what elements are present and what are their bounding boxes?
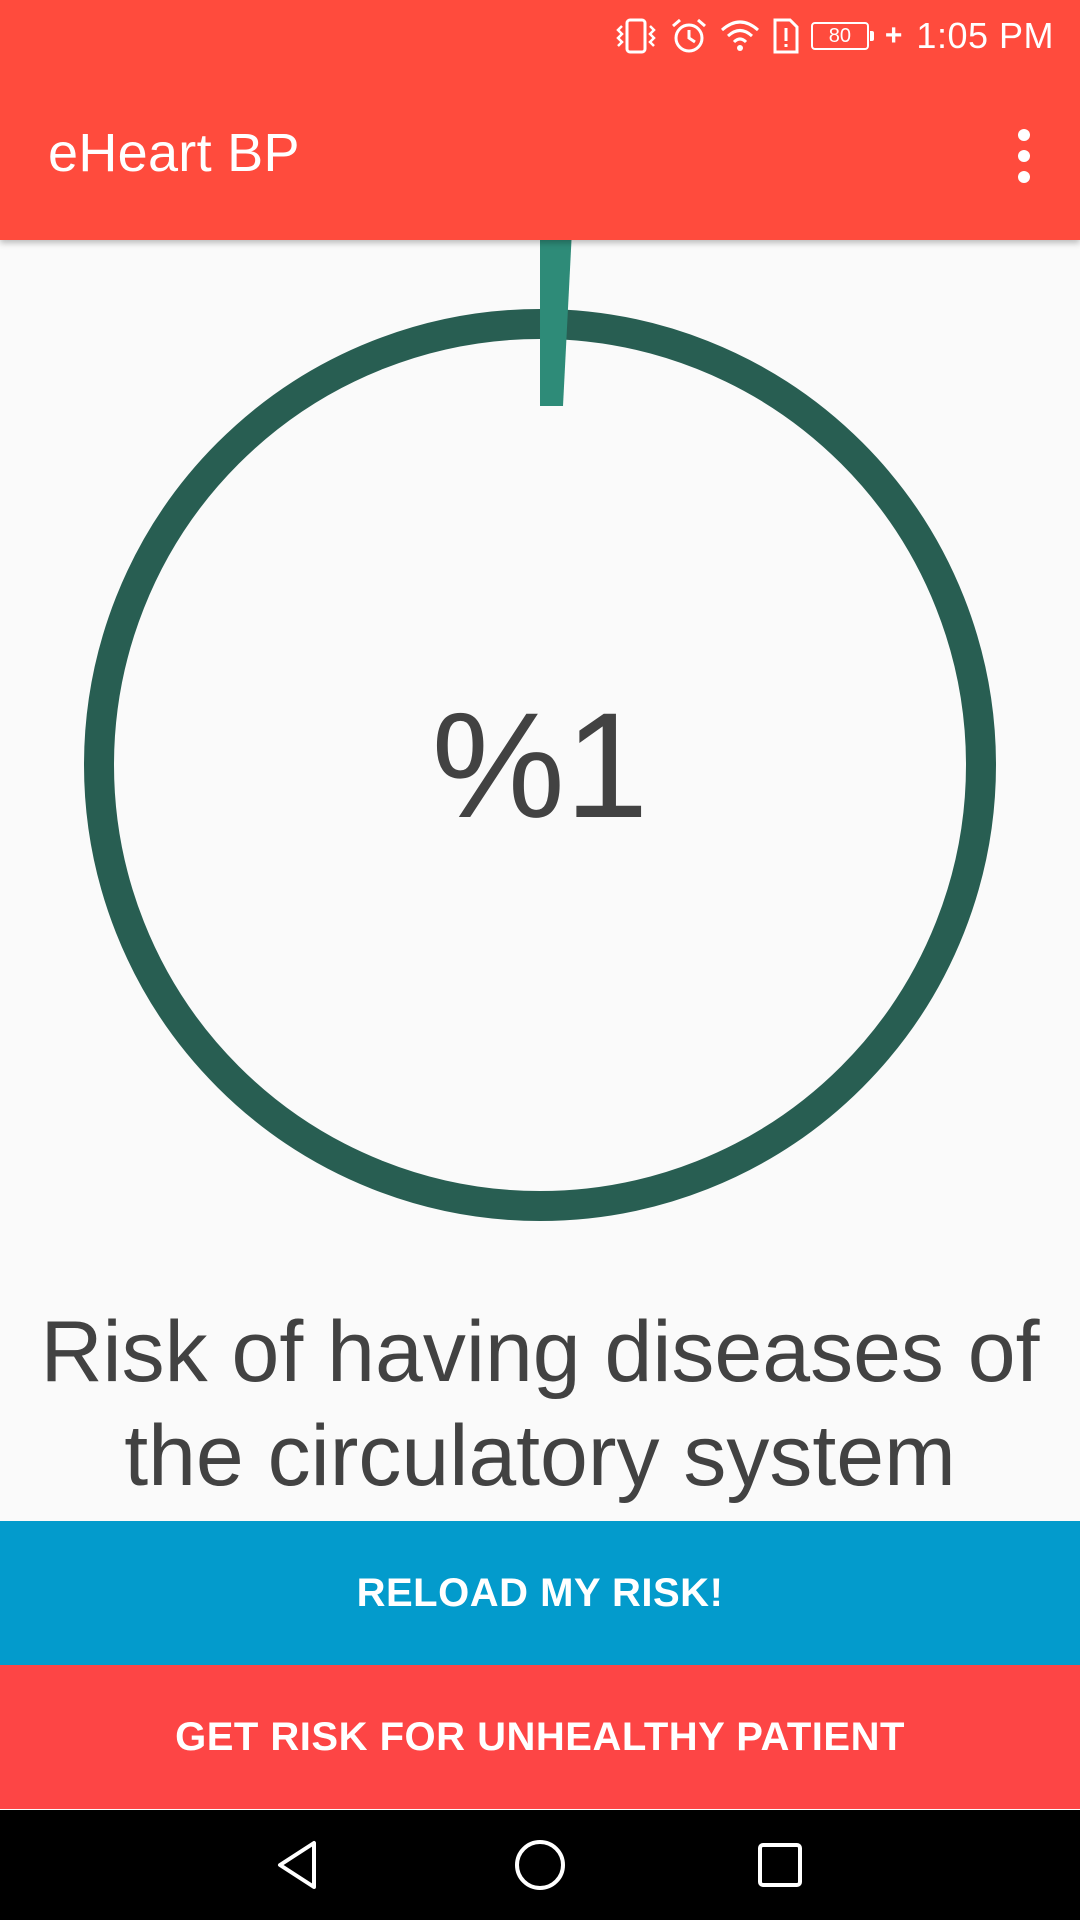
status-time: 1:05 PM — [916, 15, 1054, 56]
app-bar: 80 + 1:05 PM eHeart BP — [0, 0, 1080, 240]
app-title: eHeart BP — [48, 123, 300, 183]
menu-dot — [1018, 129, 1030, 141]
unhealthy-patient-risk-button[interactable]: GET RISK FOR UNHEALTHY PATIENT — [0, 1665, 1080, 1809]
more-vert-icon[interactable] — [992, 116, 1056, 196]
menu-dot — [1018, 171, 1030, 183]
gauge-progress-indicator — [540, 230, 572, 406]
battery-icon: 80 — [810, 22, 874, 50]
reload-risk-button[interactable]: RELOAD MY RISK! — [0, 1521, 1080, 1665]
battery-level: 80 — [828, 25, 852, 47]
recents-button[interactable] — [720, 1810, 840, 1920]
navigation-bar — [0, 1810, 1080, 1920]
risk-gauge-svg — [84, 230, 996, 1221]
sim-alert-icon — [773, 18, 799, 54]
home-button[interactable] — [480, 1810, 600, 1920]
risk-percentage: %1 — [431, 681, 649, 849]
alarm-icon — [671, 18, 706, 53]
risk-caption: Risk of having diseases of the circulato… — [40, 1304, 1040, 1504]
status-bar: 80 + 1:05 PM — [0, 0, 1080, 72]
wifi-icon — [720, 20, 759, 51]
risk-gauge: %1 — [84, 230, 996, 1221]
back-icon — [278, 1841, 316, 1889]
home-icon — [515, 1840, 565, 1890]
back-button[interactable] — [240, 1810, 360, 1920]
status-icons: 80 + 1:05 PM — [613, 14, 1054, 58]
recents-icon — [758, 1843, 802, 1887]
menu-dot — [1018, 150, 1030, 162]
vibrate-icon — [616, 18, 656, 54]
charging-icon: + — [884, 19, 903, 52]
